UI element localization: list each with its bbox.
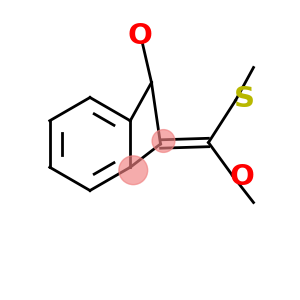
- Circle shape: [152, 130, 175, 152]
- Text: S: S: [234, 85, 255, 113]
- Text: O: O: [127, 22, 152, 50]
- Text: O: O: [229, 163, 254, 191]
- Circle shape: [119, 156, 148, 184]
